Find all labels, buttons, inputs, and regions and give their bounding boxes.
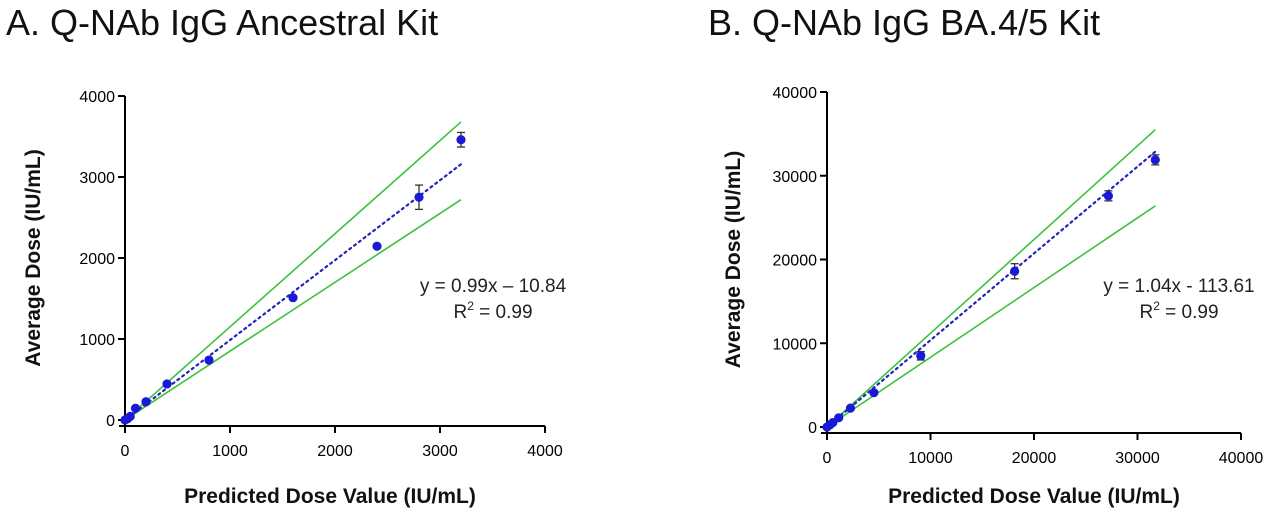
chart-a-plot: 0 1000 2000 3000 4000 0 1000 2000 3000 4000 Predic… [22, 89, 567, 508]
panel-b-title: B. Q-NAb IgG BA.4/5 Kit [708, 2, 1101, 43]
chart-b-y-tick-label: 20000 [773, 253, 818, 270]
panel-a-title: A. Q-NAb IgG Ancestral Kit [6, 2, 439, 43]
chart-a-data-point [162, 379, 172, 389]
chart-a-lower-band-line [124, 199, 462, 421]
chart-a-data-point [141, 397, 151, 407]
chart-a-data-point [372, 241, 382, 251]
chart-b-data-point [916, 351, 926, 361]
chart-b-data-point [845, 403, 856, 413]
chart-a-data-point [414, 192, 424, 202]
chart-a-upper-band-line [124, 121, 462, 421]
chart-b-y-axis-label: Average Dose (IU/mL) [722, 151, 745, 368]
chart-a-x-tick-label: 3000 [422, 443, 458, 460]
chart-b-y-tick-label: 40000 [773, 85, 818, 102]
chart-b-x-tick-label: 0 [823, 450, 832, 467]
chart-b-y-tick-label: 0 [808, 420, 817, 437]
chart-b-lower-band-line [826, 205, 1156, 428]
chart-a-y-tick-label: 1000 [79, 332, 115, 349]
chart-b-x-tick-label: 20000 [1012, 450, 1057, 467]
chart-a-x-tick-label: 2000 [317, 443, 353, 460]
panel-b: B. Q-NAb IgG BA.4/5 Kit 0 10000 20000 30000… [640, 0, 1280, 517]
chart-a-data-point [125, 411, 135, 421]
chart-a-x-tick-label: 4000 [527, 443, 563, 460]
chart-b-data-point [834, 413, 844, 423]
chart-a-data-point [130, 403, 141, 413]
chart-b-y-tick-label: 10000 [773, 336, 818, 353]
chart-b-data-point [1103, 191, 1114, 201]
chart-b-x-axis-label: Predicted Dose Value (IU/mL) [888, 485, 1180, 508]
chart-a-x-axis-label: Predicted Dose Value (IU/mL) [184, 485, 476, 508]
chart-a-r-squared: R2 = 0.99 [453, 299, 532, 323]
chart-a-data-point [288, 293, 298, 303]
chart-b-data-point [1010, 266, 1020, 276]
chart-b-trend-line [825, 150, 1157, 429]
panel-a: A. Q-NAb IgG Ancestral Kit 0 1000 2000 3000… [6, 2, 567, 508]
chart-b-equation: y = 1.04x - 113.61 [1103, 276, 1254, 297]
chart-a-y-tick-label: 0 [106, 413, 115, 430]
chart-b-x-tick-label: 40000 [1219, 450, 1264, 467]
chart-b-y-tick-label: 30000 [773, 169, 818, 186]
chart-b-data-point [869, 388, 879, 398]
chart-a-y-tick-label: 3000 [79, 170, 115, 187]
chart-a-y-tick-label: 2000 [79, 251, 115, 268]
chart-a-equation: y = 0.99x – 10.84 [420, 276, 567, 297]
chart-a-x-tick-label: 1000 [212, 443, 248, 460]
chart-a-y-axis-label: Average Dose (IU/mL) [22, 149, 45, 366]
chart-b-x-tick-label: 30000 [1115, 450, 1160, 467]
chart-b-plot: 0 10000 20000 30000 40000 0 10000 20000 30000 400… [722, 85, 1264, 508]
chart-a-x-tick-label: 0 [121, 443, 130, 460]
chart-b-data-point [1150, 155, 1160, 165]
chart-b-upper-band-line [826, 129, 1156, 428]
chart-a-data-point [456, 135, 466, 145]
chart-b-r-squared: R2 = 0.99 [1139, 299, 1218, 323]
chart-a-y-tick-label: 4000 [79, 89, 115, 106]
chart-a-data-point [204, 355, 214, 365]
chart-a-trend-line [123, 163, 463, 422]
chart-b-x-tick-label: 10000 [908, 450, 953, 467]
